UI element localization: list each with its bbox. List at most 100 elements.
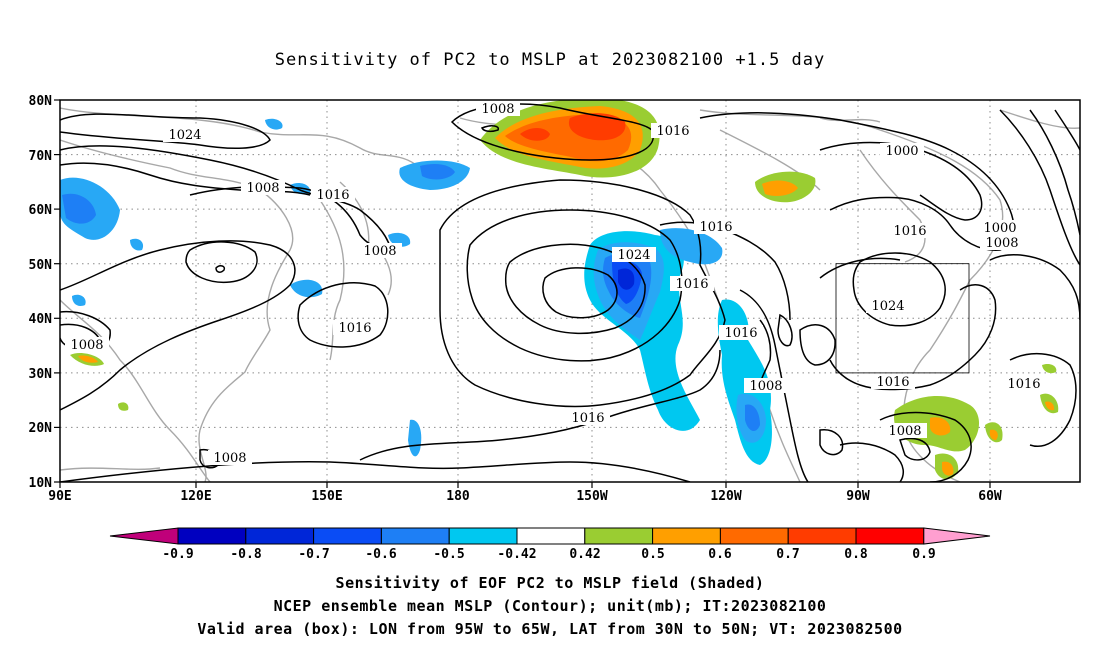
colorbar-swatch (652, 527, 721, 545)
svg-text:1008: 1008 (749, 379, 782, 394)
longitude-labels: 90E 120E 150E 180 150W 120W 90W 60W (48, 489, 1002, 504)
colorbar-tick-label: -0.6 (365, 547, 396, 562)
valid-area-box (835, 263, 970, 374)
mslp-contours (60, 103, 1080, 482)
svg-text:1016: 1016 (338, 321, 371, 336)
colorbar-tick-label: 0.5 (641, 547, 664, 562)
svg-text:1016: 1016 (656, 124, 689, 139)
svg-text:1024: 1024 (168, 128, 201, 143)
svg-text:1008: 1008 (888, 424, 921, 439)
contour-label: 1008 (744, 378, 788, 394)
contour-label: 1016 (670, 276, 714, 292)
svg-text:1016: 1016 (316, 188, 349, 203)
svg-text:1024: 1024 (617, 248, 650, 263)
contour-label: 1024 (612, 247, 656, 263)
colorbar-swatch (380, 527, 450, 545)
colorbar-tick-label: 0.8 (844, 547, 868, 562)
colorbar-tick-label: 0.6 (708, 547, 732, 562)
contour-label: 1008 (476, 101, 520, 117)
svg-text:1016: 1016 (571, 411, 604, 426)
svg-text:1008: 1008 (213, 451, 246, 466)
footer-line-3: Valid area (box): LON from 95W to 65W, L… (197, 620, 903, 638)
lon-label: 120W (710, 489, 741, 504)
svg-text:1016: 1016 (876, 375, 909, 390)
lon-label: 150E (311, 489, 342, 504)
colorbar-swatch (719, 527, 789, 545)
contour-label: 1016 (871, 374, 915, 390)
colorbar-swatch (245, 527, 315, 545)
lat-label: 50N (29, 258, 53, 273)
contour-label: 1016 (694, 219, 738, 235)
colorbar-low-cap (109, 527, 179, 545)
svg-text:1024: 1024 (871, 299, 904, 314)
contour-label: 1008 (883, 423, 927, 439)
contour-label: 1008 (65, 337, 109, 353)
lon-label: 90W (846, 489, 870, 504)
lon-label: 60W (978, 489, 1002, 504)
svg-text:1000: 1000 (885, 144, 918, 159)
svg-text:1008: 1008 (481, 102, 514, 117)
footer-line-2: NCEP ensemble mean MSLP (Contour); unit(… (273, 597, 827, 615)
colorbar-swatch (584, 527, 654, 545)
contour-label: 1016 (311, 187, 355, 203)
lat-label: 40N (29, 312, 53, 327)
svg-text:1016: 1016 (675, 277, 708, 292)
svg-text:1016: 1016 (699, 220, 732, 235)
colorbar-tick-label: -0.9 (162, 547, 193, 562)
colorbar-swatch (855, 527, 925, 545)
lon-label: 120E (180, 489, 211, 504)
contour-label-group: 1008 1024 1016 1008 1016 1008 1016 1000 … (65, 101, 1046, 466)
colorbar-swatch (787, 527, 857, 545)
lon-label: 150W (576, 489, 607, 504)
colorbar-tick-label: 0.7 (776, 547, 799, 562)
lat-label: 80N (29, 94, 53, 109)
lat-label: 60N (29, 203, 53, 218)
contour-label: 1000 (978, 220, 1022, 236)
contour-label: 1016 (888, 223, 932, 239)
contour-label: 1016 (719, 325, 763, 341)
contour-label: 1008 (358, 243, 402, 259)
svg-text:1008: 1008 (70, 338, 103, 353)
svg-text:1008: 1008 (246, 181, 279, 196)
contour-label: 1000 (880, 143, 924, 159)
svg-text:1016: 1016 (893, 224, 926, 239)
colorbar-tick-label: -0.7 (298, 547, 329, 562)
colorbar-swatch (516, 527, 586, 545)
map-frame (59, 99, 1081, 483)
colorbar (109, 527, 991, 545)
footer-line-1: Sensitivity of EOF PC2 to MSLP field (Sh… (335, 574, 765, 592)
contour-label: 1016 (1002, 376, 1046, 392)
lat-label: 20N (29, 421, 53, 436)
lat-label: 30N (29, 367, 53, 382)
colorbar-tick-label: -0.42 (497, 547, 536, 562)
svg-text:1016: 1016 (724, 326, 757, 341)
contour-label: 1008 (241, 180, 285, 196)
colorbar-swatch (177, 527, 247, 545)
colorbar-tick-label: -0.5 (433, 547, 464, 562)
contour-label: 1024 (163, 127, 207, 143)
contour-label: 1008 (208, 450, 252, 466)
latitude-labels: 80N 70N 60N 50N 40N 30N 20N 10N (29, 94, 53, 491)
contour-label: 1008 (980, 235, 1024, 251)
svg-text:1008: 1008 (985, 236, 1018, 251)
colorbar-swatch (448, 527, 518, 545)
colorbar-high-cap (923, 527, 991, 545)
colorbar-swatch (313, 527, 382, 545)
plot-title: Sensitivity of PC2 to MSLP at 2023082100… (274, 50, 826, 70)
axis-ticks (54, 99, 991, 488)
lon-label: 90E (48, 489, 71, 504)
lon-label: 180 (446, 489, 470, 504)
contour-label: 1016 (651, 123, 695, 139)
lat-label: 10N (29, 476, 53, 491)
svg-text:1016: 1016 (1007, 377, 1040, 392)
contour-label: 1024 (866, 298, 910, 314)
svg-text:1008: 1008 (363, 244, 396, 259)
colorbar-tick-label: 0.9 (912, 547, 935, 562)
colorbar-tick-label: 0.42 (569, 547, 600, 562)
contour-label: 1016 (566, 410, 610, 426)
colorbar-tick-label: -0.8 (230, 547, 261, 562)
svg-text:1000: 1000 (983, 221, 1016, 236)
lat-label: 70N (29, 149, 53, 164)
colorbar-labels: -0.9 -0.8 -0.7 -0.6 -0.5 -0.42 0.42 0.5 … (162, 547, 935, 562)
